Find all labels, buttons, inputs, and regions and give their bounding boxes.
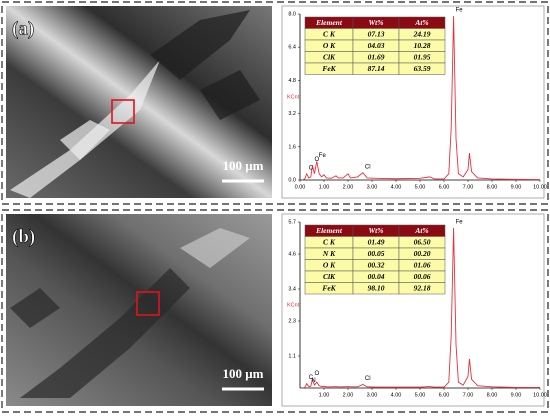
table-cell-text: 01.49 <box>368 237 385 246</box>
table-cell-text: N K <box>322 249 336 258</box>
analysis-area <box>111 99 135 124</box>
table-cell <box>398 62 446 75</box>
table-header-text: At% <box>414 18 428 27</box>
panel: (a) 100 μm KCnt 0.0 1.6 3.2 4.8 6.4 8.0 0.00 1.00 2… <box>1 1 549 205</box>
y-tick-label: 0.0 <box>288 177 296 183</box>
y-tick-label: 1.6 <box>288 144 296 150</box>
y-axis-label: KCnt <box>287 302 300 308</box>
peak-label: Fe <box>456 219 464 225</box>
y-tick-label: 1.1 <box>288 353 296 359</box>
table-header-text: Wt% <box>369 18 384 27</box>
table-cell-text: 92.18 <box>414 283 431 292</box>
peak-label: C <box>309 165 314 171</box>
table-cell-text: 00.05 <box>368 249 385 258</box>
table-cell <box>398 282 446 295</box>
x-tick-label: 2.00 <box>343 184 354 190</box>
table-cell-text: ClK <box>323 52 336 61</box>
table-header-text: Element <box>315 226 343 235</box>
y-tick-label: 6.4 <box>288 45 296 51</box>
sem-texture <box>10 288 60 328</box>
table-cell-text: 01.06 <box>414 260 431 269</box>
x-tick-label: 8.00 <box>487 184 498 190</box>
peak-label: Cl <box>365 376 371 382</box>
panel-label: (a) <box>12 18 34 39</box>
y-tick-label: 5.7 <box>288 219 296 225</box>
table-cell-text: 07.13 <box>368 29 385 38</box>
scale-bar-label: 100 μm <box>223 158 264 173</box>
x-tick-label: 3.00 <box>367 184 378 190</box>
table-cell-text: FeK <box>322 64 336 73</box>
x-tick-label: 10.00 <box>533 392 547 398</box>
table-cell-text: 00.32 <box>368 260 385 269</box>
sem-texture <box>20 268 190 398</box>
sem-texture <box>200 70 260 120</box>
panel: (b) 100 μm KCnt 1.1 2.3 3.4 4.6 5.7 1.00 2.00 3.00… <box>1 209 549 413</box>
y-tick-label: 4.8 <box>288 78 296 84</box>
y-axis-label: KCnt <box>287 94 300 100</box>
table-cell-text: 98.10 <box>368 283 385 292</box>
x-tick-label: 5.00 <box>415 184 426 190</box>
table-cell-text: ClK <box>323 272 336 281</box>
x-tick-label: 7.00 <box>463 184 474 190</box>
x-tick-label: 7.00 <box>463 392 474 398</box>
peak-label: Fe <box>319 153 327 159</box>
peak-label: N <box>311 378 315 384</box>
table-header-text: Element <box>315 18 343 27</box>
x-tick-label: 0.00 <box>295 184 306 190</box>
x-tick-label: 1.00 <box>319 184 330 190</box>
spectrum-line <box>302 16 541 181</box>
x-tick-label: 8.00 <box>487 392 498 398</box>
table-cell-text: C K <box>323 29 336 38</box>
table-cell-text: 01.69 <box>368 52 385 61</box>
y-tick-label: 2.3 <box>288 318 296 324</box>
x-tick-label: 5.00 <box>415 392 426 398</box>
x-tick-label: 9.00 <box>511 184 522 190</box>
x-tick-label: 10.00 <box>533 184 547 190</box>
peak-label: C <box>309 375 314 381</box>
table-cell-text: 87.14 <box>368 64 385 73</box>
x-tick-label: 2.00 <box>343 392 354 398</box>
panel-label: (b) <box>12 226 35 247</box>
table-cell-text: O K <box>323 260 336 269</box>
table-cell-text: 04.03 <box>368 41 385 50</box>
table-cell-text: 63.59 <box>414 64 431 73</box>
peak-label: O <box>314 371 319 377</box>
scale-bar-label: 100 μm <box>223 366 264 381</box>
x-tick-label: 3.00 <box>367 392 378 398</box>
x-tick-label: 6.00 <box>439 392 450 398</box>
sem-texture <box>60 120 110 160</box>
table-cell-text: 24.19 <box>413 29 431 38</box>
table-header-text: At% <box>414 226 428 235</box>
x-tick-label: 9.00 <box>511 392 522 398</box>
table-cell-text: 01.95 <box>414 52 431 61</box>
peak-label: Fe <box>456 8 464 14</box>
sem-texture <box>180 228 250 268</box>
table-cell-text: 10.28 <box>414 41 431 50</box>
x-tick-label: 4.00 <box>391 392 402 398</box>
sem-texture <box>150 10 250 80</box>
y-tick-label: 3.2 <box>288 111 296 117</box>
table-cell-text: 00.04 <box>368 272 385 281</box>
peak-label: Cl <box>365 164 371 170</box>
x-tick-label: 4.00 <box>391 184 402 190</box>
y-tick-label: 8.0 <box>288 11 296 17</box>
peak-label: O <box>314 157 319 163</box>
sem-texture <box>10 60 160 198</box>
table-cell-text: 06.50 <box>414 237 431 246</box>
y-tick-label: 3.4 <box>288 286 296 292</box>
y-tick-label: 4.6 <box>288 251 296 257</box>
table-cell-text: O K <box>323 41 336 50</box>
table-cell-text: C K <box>323 237 336 246</box>
x-tick-label: 1.00 <box>319 392 330 398</box>
table-cell-text: FeK <box>322 283 336 292</box>
spectrum-line <box>302 227 540 389</box>
table-cell-text: 00.06 <box>414 272 431 281</box>
table-cell-text: 00.20 <box>414 249 431 258</box>
table-header-text: Wt% <box>369 226 384 235</box>
x-tick-label: 6.00 <box>439 184 450 190</box>
analysis-area <box>136 291 160 316</box>
